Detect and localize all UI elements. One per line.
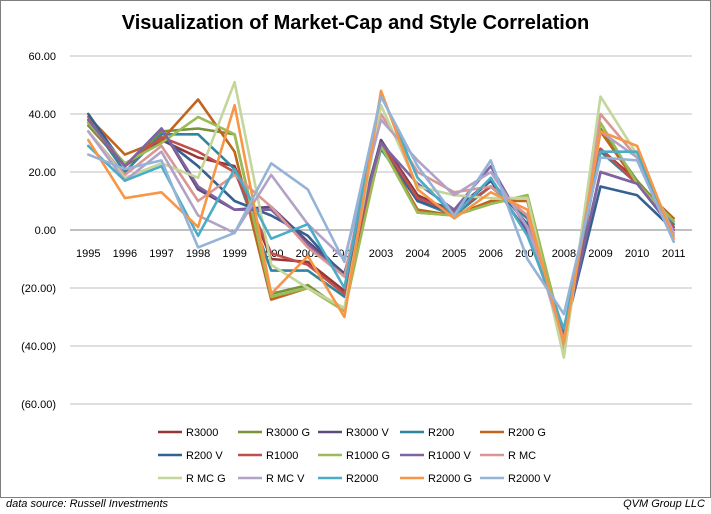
y-tick-label: 60.00 xyxy=(28,51,56,63)
x-tick-label: 1997 xyxy=(149,248,173,260)
y-tick-label: 40.00 xyxy=(28,109,56,121)
legend-label: R1000 V xyxy=(428,450,471,462)
chart-title: Visualization of Market-Cap and Style Co… xyxy=(121,12,590,34)
y-tick-label: (20.00) xyxy=(21,283,56,295)
credit-note: QVM Group LLC xyxy=(623,498,705,510)
x-tick-label: 2006 xyxy=(479,248,503,260)
x-tick-label: 1998 xyxy=(186,248,210,260)
y-tick-label: 0.00 xyxy=(35,225,56,237)
data-source-note: data source: Russell Investments xyxy=(6,498,169,510)
x-tick-label: 1995 xyxy=(76,248,100,260)
y-tick-label: (60.00) xyxy=(21,399,56,411)
legend-label: R3000 xyxy=(186,427,218,439)
y-tick-label: (40.00) xyxy=(21,341,56,353)
legend-label: R2000 V xyxy=(508,473,551,485)
legend-label: R1000 xyxy=(266,450,298,462)
x-tick-label: 2005 xyxy=(442,248,466,260)
legend-label: R200 V xyxy=(186,450,223,462)
x-tick-label: 1996 xyxy=(113,248,137,260)
x-tick-label: 2008 xyxy=(552,248,576,260)
legend-label: R200 G xyxy=(508,427,546,439)
series-line xyxy=(87,118,676,339)
series-line xyxy=(87,95,676,316)
legend-label: R2000 G xyxy=(428,473,472,485)
legend-label: R MC G xyxy=(186,473,226,485)
legend-label: R200 xyxy=(428,427,454,439)
x-tick-label: 2010 xyxy=(625,248,649,260)
legend-label: R2000 xyxy=(346,473,378,485)
x-tick-label: 2011 xyxy=(662,248,686,260)
legend-label: R MC V xyxy=(266,473,305,485)
legend-label: R3000 V xyxy=(346,427,389,439)
legend-label: R1000 G xyxy=(346,450,390,462)
y-tick-label: 20.00 xyxy=(28,167,56,179)
x-tick-label: 2009 xyxy=(588,248,612,260)
legend-label: R MC xyxy=(508,450,536,462)
x-tick-label: 1999 xyxy=(222,248,246,260)
legend-label: R3000 G xyxy=(266,427,310,439)
x-tick-label: 2004 xyxy=(405,248,429,260)
x-tick-label: 2003 xyxy=(369,248,393,260)
